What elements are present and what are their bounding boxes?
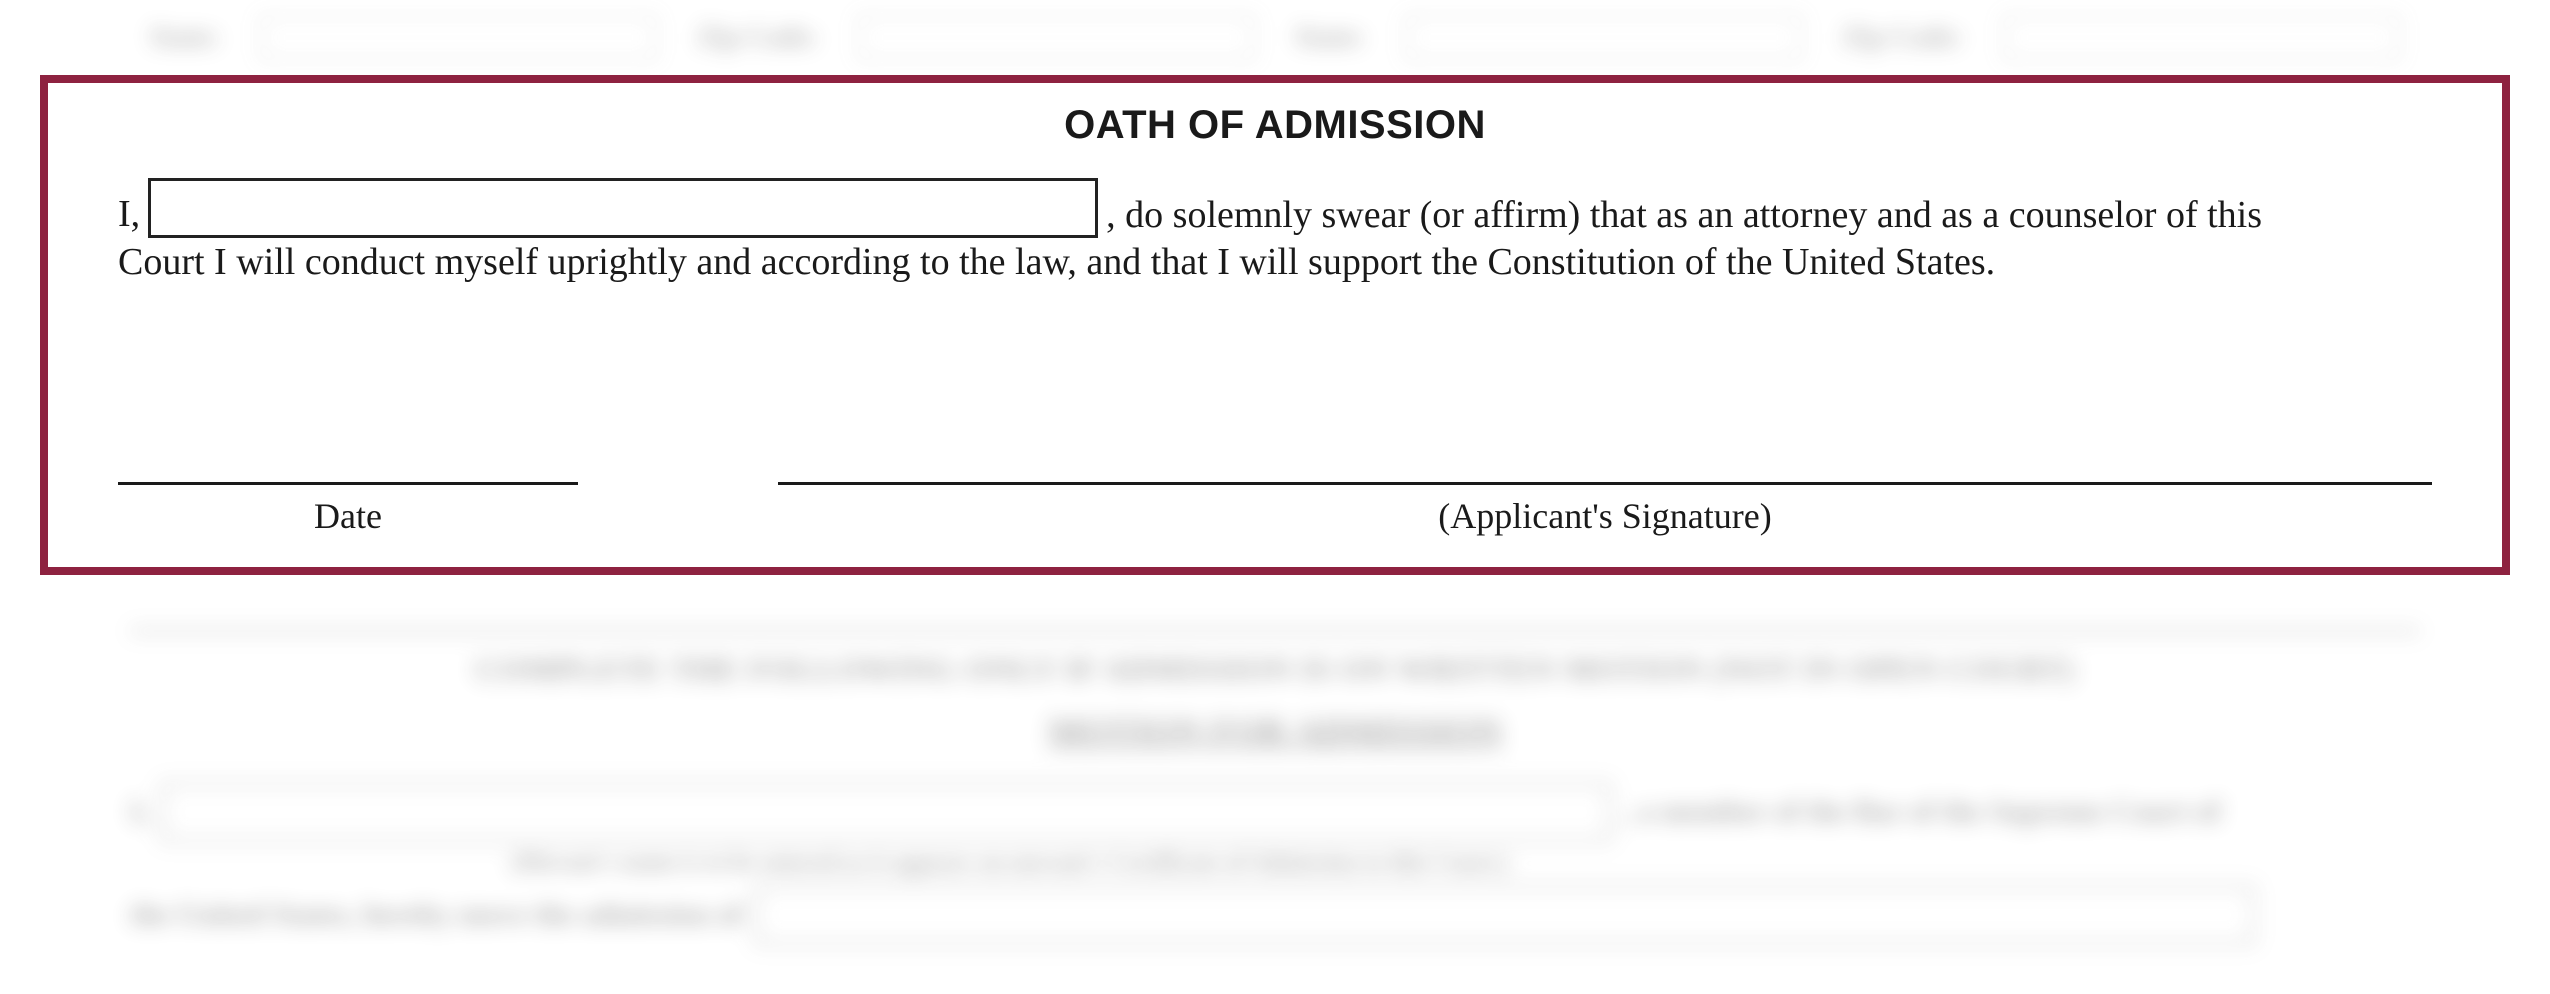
motion-heading: MOTION FOR ADMISSION [130,710,2420,752]
state-label-left: State: [150,22,220,54]
motion-row1-prefix: I, [130,795,149,829]
applicant-name-input[interactable] [148,178,1098,238]
movant-name-input [161,782,1611,842]
blurred-bottom-section: COMPLETE THE FOLLOWING ONLY IF ADMISSION… [130,625,2420,945]
date-line[interactable] [118,482,578,485]
zip-box-right [2003,15,2400,60]
signature-block: (Applicant's Signature) [778,482,2432,537]
date-label: Date [314,495,382,537]
signature-label: (Applicant's Signature) [1438,495,1771,537]
motion-row1-suffix: , a member of the Bar of the Supreme Cou… [1623,795,2220,829]
signature-line[interactable] [778,482,2432,485]
signature-row: Date (Applicant's Signature) [118,482,2432,537]
admission-name-input [755,885,2255,945]
motion-subtext: (Movant's name is to be entered as it ap… [360,850,1660,877]
motion-row2-prefix: the United States, hereby move the admis… [130,898,743,932]
motion-row1: I, , a member of the Bar of the Supreme … [130,782,2420,842]
divider-line [130,629,2420,633]
bottom-instruction: COMPLETE THE FOLLOWING ONLY IF ADMISSION… [130,651,2420,688]
oath-text-row: I, , do solemnly swear (or affirm) that … [118,178,2432,238]
state-label-right: State: [1295,22,1365,54]
oath-of-admission-panel: OATH OF ADMISSION I, , do solemnly swear… [40,75,2510,575]
oath-prefix: I, [118,192,140,238]
motion-row2: the United States, hereby move the admis… [130,885,2420,945]
date-block: Date [118,482,578,537]
oath-text-line2: Court I will conduct myself uprightly an… [118,240,2432,286]
oath-title: OATH OF ADMISSION [118,103,2432,148]
zip-box-left [858,15,1255,60]
blurred-top-section: State: Zip Code: State: Zip Code: [80,0,2470,75]
oath-text-after-name: , do solemnly swear (or affirm) that as … [1106,194,2262,238]
zip-label-right: Zip Code: [1842,22,1963,54]
state-box-left [260,15,657,60]
state-box-right [1405,15,1802,60]
zip-label-left: Zip Code: [697,22,818,54]
